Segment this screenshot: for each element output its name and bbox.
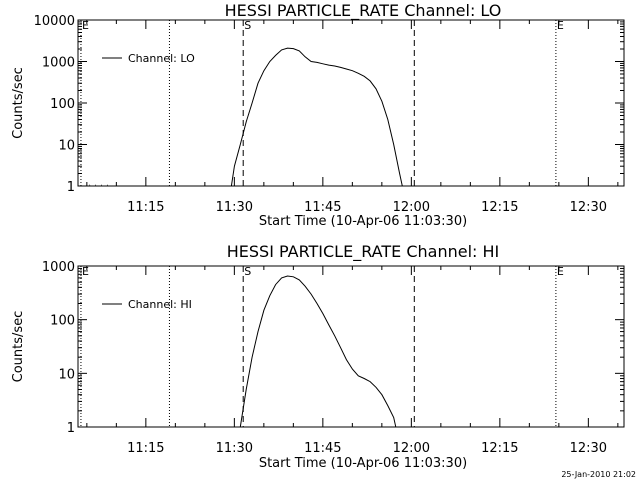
x-tick-label: 12:30 — [570, 200, 607, 215]
x-tick-label: 12:30 — [570, 441, 607, 456]
event-marker-label: E — [82, 265, 89, 278]
y-tick-label: 100 — [50, 314, 75, 329]
y-tick-label: 10000 — [34, 14, 75, 29]
x-tick-label: 12:00 — [393, 200, 430, 215]
y-tick-label: 1 — [67, 180, 75, 195]
y-axis-label: Counts/sec — [11, 311, 26, 383]
series-line — [239, 275, 397, 427]
timestamp: 25-Jan-2010 21:02 — [561, 470, 636, 479]
legend-label: Channel: HI — [128, 298, 192, 311]
x-tick-label: 11:45 — [304, 200, 341, 215]
y-tick-label: 1000 — [42, 56, 75, 71]
x-tick-label: 11:15 — [127, 200, 164, 215]
chart-panel-hi: HESSI PARTICLE_RATE Channel: HI 11:15 11:3… — [11, 242, 625, 471]
x-tick-label: 11:15 — [127, 441, 164, 456]
event-marker-label: S — [244, 19, 251, 32]
plot-frame — [77, 19, 625, 187]
x-tick-label: 11:30 — [216, 441, 253, 456]
event-marker-label: E — [557, 19, 564, 32]
series-line — [83, 184, 109, 186]
x-axis-label: Start Time (10-Apr-06 11:03:30) — [259, 214, 467, 229]
series-line — [124, 185, 126, 186]
x-tick-label: 11:45 — [304, 441, 341, 456]
y-axis-label: Counts/sec — [11, 67, 26, 139]
event-marker-label: E — [82, 19, 89, 32]
x-axis-label: Start Time (10-Apr-06 11:03:30) — [259, 456, 467, 471]
plot-frame — [77, 265, 625, 428]
event-marker-label: E — [557, 265, 564, 278]
y-tick-label: 1000 — [42, 260, 75, 275]
series-line — [230, 47, 403, 186]
chart-title: HESSI PARTICLE_RATE Channel: HI — [227, 242, 500, 262]
chart-title: HESSI PARTICLE_RATE Channel: LO — [225, 1, 502, 21]
y-tick-label: 1 — [67, 421, 75, 436]
x-tick-label: 11:30 — [216, 200, 253, 215]
chart-panel-lo: HESSI PARTICLE_RATE Channel: LO 11:15 11:3… — [11, 1, 625, 229]
y-tick-label: 10 — [58, 139, 75, 154]
series-group — [83, 47, 403, 186]
event-marker-label: S — [244, 265, 251, 278]
x-tick-label: 12:15 — [481, 441, 518, 456]
x-tick-label: 12:00 — [393, 441, 430, 456]
series-group — [239, 275, 397, 427]
x-tick-label: 12:15 — [481, 200, 518, 215]
y-tick-label: 10 — [58, 367, 75, 382]
legend-label: Channel: LO — [128, 52, 195, 65]
y-tick-label: 100 — [50, 97, 75, 112]
